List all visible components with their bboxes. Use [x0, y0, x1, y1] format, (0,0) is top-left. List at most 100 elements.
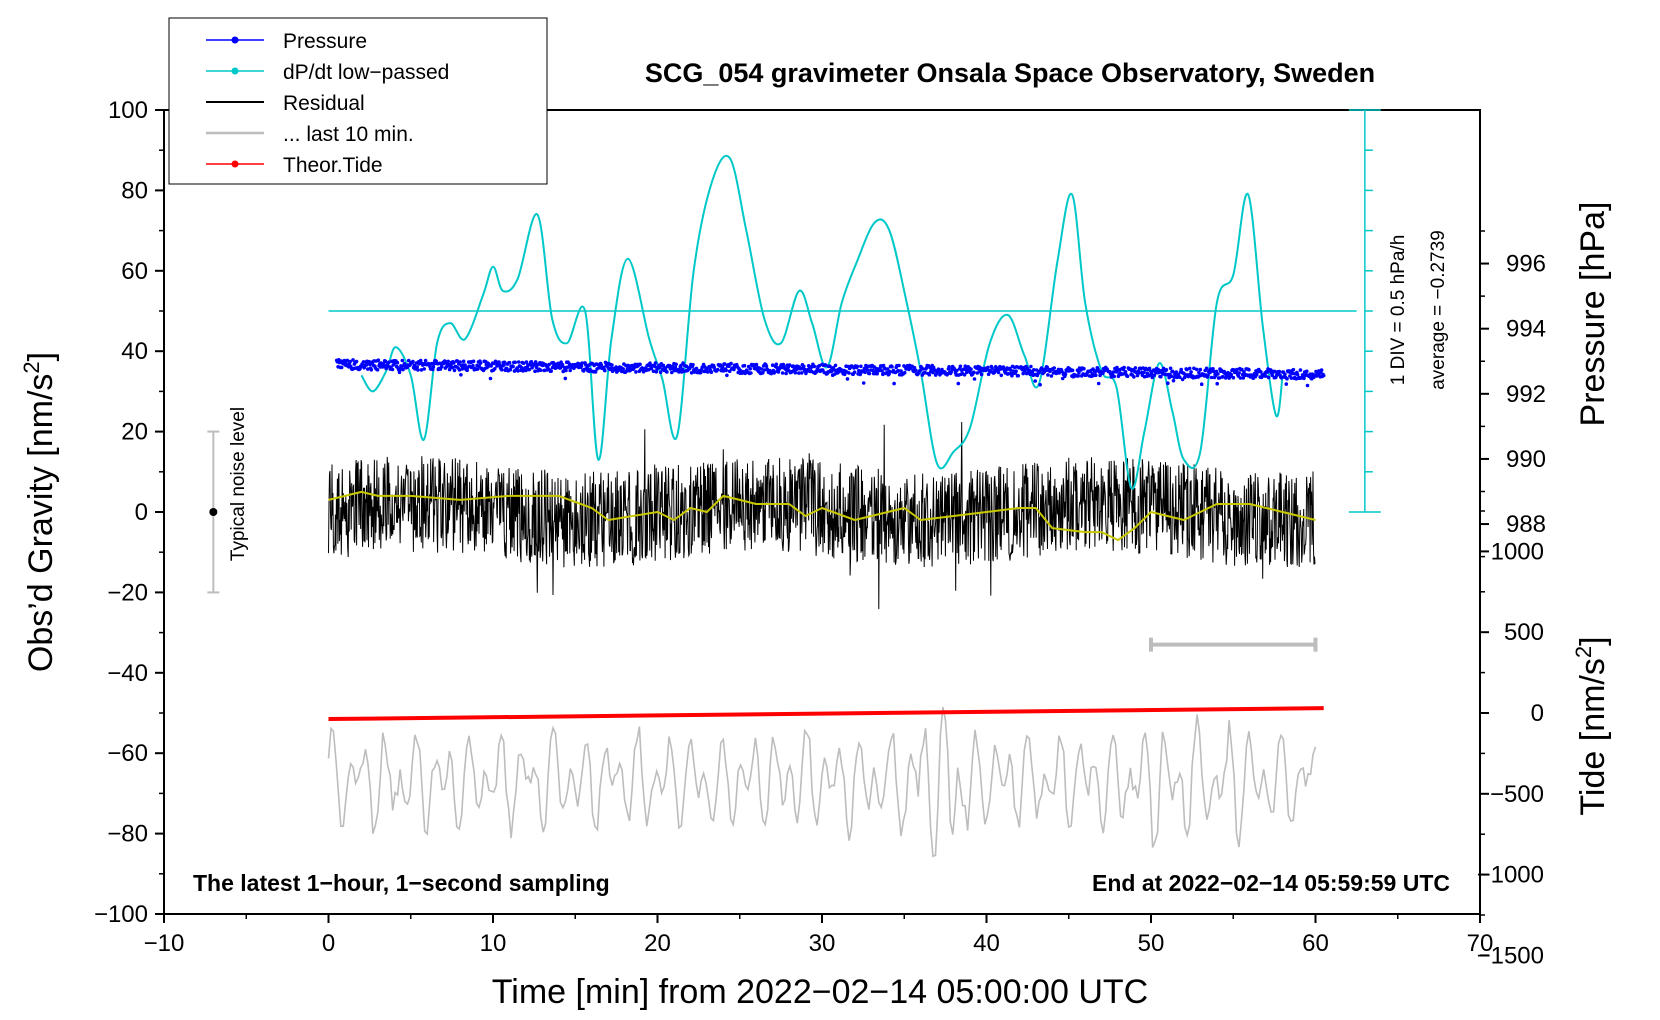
legend-last10-label: ... last 10 min. [283, 123, 414, 146]
pressure-point [477, 364, 482, 368]
pressure-point [1298, 368, 1303, 372]
pressure-point [1006, 371, 1011, 376]
pressure-point [455, 359, 460, 363]
pressure-point [1044, 368, 1048, 373]
pressure-point [1133, 366, 1138, 370]
pressure-point [1264, 374, 1268, 378]
pressure-point [1291, 367, 1296, 372]
pressure-point [406, 358, 411, 363]
y-tick-label: 80 [121, 177, 148, 204]
pressure-point [1199, 382, 1204, 387]
tide-axis-title-sup: 2 [1571, 646, 1596, 658]
pressure-point [603, 368, 607, 373]
series-group [207, 109, 1381, 858]
y-tick-label: 100 [108, 97, 148, 124]
pressure-point [1284, 382, 1289, 386]
pressure-point [748, 367, 752, 371]
pressure-point [759, 367, 764, 371]
pressure-point [1032, 368, 1036, 372]
x-tick-label: 10 [480, 930, 507, 957]
pressure-point [921, 367, 925, 371]
pressure-point [497, 363, 502, 367]
pressure-point [665, 370, 669, 374]
pressure-point [1277, 369, 1282, 374]
pressure-point [918, 368, 922, 373]
pressure-point [1235, 367, 1239, 372]
pressure-point [1179, 367, 1183, 372]
legend-pressure-label: Pressure [283, 30, 367, 53]
pressure-point [1115, 365, 1119, 370]
chart-title: SCG_054 gravimeter Onsala Space Observat… [645, 58, 1375, 88]
pressure-point [524, 368, 528, 373]
pressure-point [401, 367, 405, 372]
pressure-point [709, 370, 714, 375]
pressure-tick-label: 988 [1506, 511, 1546, 538]
pressure-point [972, 370, 976, 375]
pressure-point [1215, 381, 1219, 386]
pressure-point [493, 367, 497, 371]
pressure-point [654, 370, 659, 374]
pressure-point [1240, 367, 1244, 372]
pressure-point [963, 364, 968, 369]
pressure-point [723, 362, 727, 366]
pressure-point [914, 368, 918, 373]
pressure-point [972, 377, 977, 381]
pressure-point [400, 358, 405, 363]
pressure-point [516, 360, 521, 364]
pressure-point [621, 367, 625, 371]
pressure-point [842, 372, 847, 377]
pressure-point [478, 361, 483, 365]
pressure-point [729, 361, 733, 366]
pressure-point [418, 358, 423, 363]
pressure-point [761, 371, 765, 375]
pressure-point [1122, 365, 1126, 370]
pressure-point [415, 365, 420, 369]
pressure-point [533, 369, 537, 374]
pressure-point [888, 369, 892, 374]
pressure-point [450, 365, 455, 370]
pressure-point [871, 368, 875, 373]
pressure-point [927, 372, 932, 377]
pressure-point [956, 381, 961, 386]
x-tick-label: 60 [1302, 930, 1329, 957]
pressure-point [1166, 381, 1170, 386]
pressure-point [770, 363, 775, 368]
pressure-point [507, 360, 512, 365]
pressure-point [459, 373, 463, 377]
pressure-average-label: average = −0.2739 [1428, 230, 1449, 390]
pressure-point [1137, 371, 1141, 375]
pressure-point [488, 376, 493, 381]
pressure-point [1259, 370, 1263, 374]
pressure-point [1123, 370, 1128, 374]
x-tick-label: 70 [1467, 930, 1494, 957]
y-tick-label: 0 [135, 499, 148, 526]
pressure-point [1094, 373, 1098, 378]
pressure-point [1216, 372, 1220, 376]
pressure-point [1194, 367, 1199, 372]
pressure-tick-label: 990 [1506, 446, 1546, 473]
x-tick-label: 30 [809, 930, 836, 957]
pressure-point [1223, 376, 1228, 380]
pressure-point [749, 371, 753, 375]
tide-axis-title-main: Tide [nm/s [1574, 658, 1612, 815]
x-tick-label: 20 [644, 930, 671, 957]
pressure-point [817, 364, 822, 368]
pressure-point [638, 362, 642, 367]
residual-smoothed-line [328, 490, 1316, 542]
y-tick-label: 20 [121, 419, 148, 446]
pressure-point [564, 368, 568, 373]
pressure-point [694, 366, 699, 371]
pressure-point [859, 364, 863, 369]
pressure-point [1189, 370, 1193, 374]
pressure-point [1096, 381, 1101, 386]
pressure-point [513, 360, 517, 365]
pressure-point [1029, 364, 1033, 369]
pressure-point [754, 362, 759, 367]
pressure-point [502, 360, 507, 365]
pressure-point [351, 358, 355, 362]
y-axis-title-main: Obs’d Gravity [nm/s [22, 374, 60, 673]
pressure-point [471, 363, 475, 368]
pressure-point [1076, 374, 1080, 378]
pressure-point [1132, 375, 1136, 379]
pressure-point [1270, 373, 1274, 378]
